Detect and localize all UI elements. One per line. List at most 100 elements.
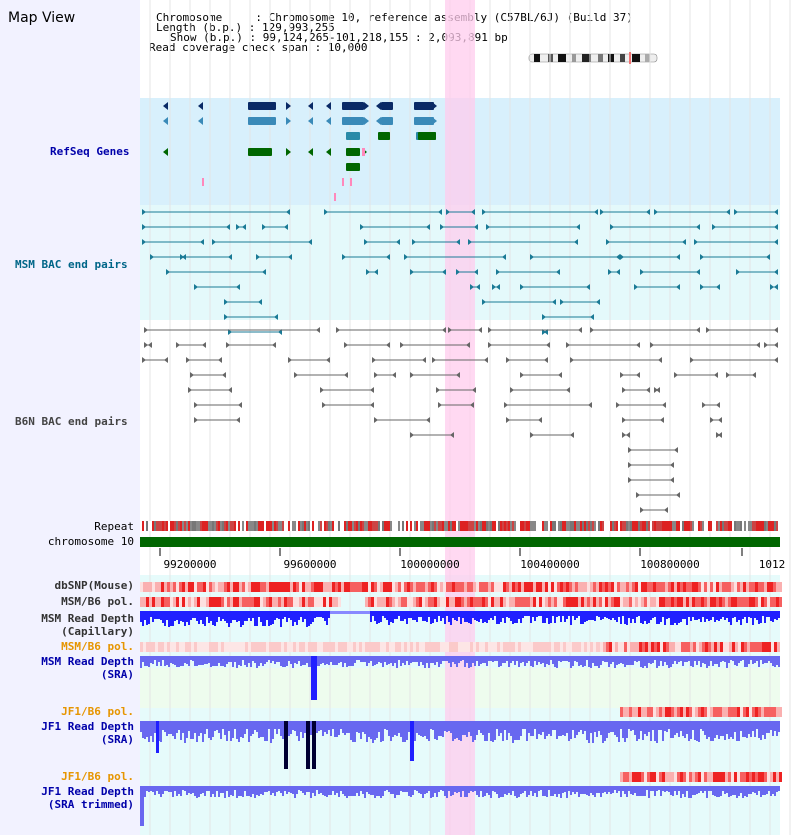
bac-end-marker[interactable] — [392, 372, 396, 378]
bac-end-marker[interactable] — [142, 357, 146, 363]
bac-end-marker[interactable] — [258, 299, 262, 305]
gene-arrow-marker[interactable] — [163, 102, 168, 110]
bac-end-marker[interactable] — [256, 254, 260, 260]
gene-arrow-marker[interactable] — [326, 102, 331, 110]
msm-bac-end-pairs-label[interactable]: MSM BAC end pairs — [15, 258, 128, 271]
bac-end-marker[interactable] — [400, 342, 404, 348]
bac-end-marker[interactable] — [288, 357, 292, 363]
bac-end-marker[interactable] — [646, 387, 650, 393]
bac-end-marker[interactable] — [696, 224, 700, 230]
bac-end-marker[interactable] — [654, 209, 658, 215]
bac-end-marker[interactable] — [448, 327, 452, 333]
bac-end-marker[interactable] — [436, 387, 440, 393]
bac-end-marker[interactable] — [496, 284, 500, 290]
bac-end-marker[interactable] — [344, 372, 348, 378]
chromosome-ideogram[interactable] — [528, 52, 660, 64]
bac-end-marker[interactable] — [590, 314, 594, 320]
bac-end-marker[interactable] — [410, 432, 414, 438]
gene-arrow-marker[interactable] — [432, 102, 437, 110]
msm-depth-capillary-label-1[interactable]: MSM Read Depth — [41, 612, 134, 625]
gene-exon-block[interactable] — [248, 148, 272, 156]
bac-end-marker[interactable] — [272, 342, 276, 348]
bac-end-marker[interactable] — [410, 269, 414, 275]
bac-end-marker[interactable] — [226, 342, 230, 348]
bac-end-marker[interactable] — [626, 432, 630, 438]
bac-end-marker[interactable] — [520, 284, 524, 290]
bac-end-marker[interactable] — [640, 507, 644, 513]
bac-end-marker[interactable] — [412, 239, 416, 245]
gene-exon-block[interactable] — [248, 117, 276, 125]
bac-end-marker[interactable] — [628, 447, 632, 453]
bac-end-marker[interactable] — [144, 327, 148, 333]
bac-end-marker[interactable] — [620, 254, 624, 260]
bac-end-marker[interactable] — [662, 402, 666, 408]
jf1-b6-pol-label[interactable]: JF1/B6 pol. — [61, 705, 134, 718]
bac-end-marker[interactable] — [180, 254, 184, 260]
bac-end-marker[interactable] — [774, 224, 778, 230]
bac-end-marker[interactable] — [446, 209, 450, 215]
bac-end-marker[interactable] — [616, 402, 620, 408]
bac-end-marker[interactable] — [734, 209, 738, 215]
bac-end-marker[interactable] — [658, 357, 662, 363]
bac-end-marker[interactable] — [422, 357, 426, 363]
depth-spike[interactable] — [284, 721, 288, 769]
bac-end-marker[interactable] — [610, 224, 614, 230]
bac-end-marker[interactable] — [566, 342, 570, 348]
bac-end-marker[interactable] — [224, 314, 228, 320]
bac-end-marker[interactable] — [628, 477, 632, 483]
gene-exon-block[interactable] — [414, 102, 434, 110]
bac-end-marker[interactable] — [478, 327, 482, 333]
gene-arrow-marker[interactable] — [198, 117, 203, 125]
bac-end-marker[interactable] — [236, 224, 240, 230]
bac-end-marker[interactable] — [716, 402, 720, 408]
bac-end-marker[interactable] — [342, 254, 346, 260]
gene-exon-block[interactable] — [346, 132, 360, 140]
bac-end-marker[interactable] — [570, 357, 574, 363]
bac-end-marker[interactable] — [364, 239, 368, 245]
bac-end-marker[interactable] — [432, 357, 436, 363]
bac-end-marker[interactable] — [344, 342, 348, 348]
bac-end-marker[interactable] — [636, 342, 640, 348]
bac-end-marker[interactable] — [142, 209, 146, 215]
depth-spike[interactable] — [156, 721, 159, 753]
bac-end-marker[interactable] — [284, 224, 288, 230]
bac-end-marker[interactable] — [756, 342, 760, 348]
bac-end-marker[interactable] — [764, 342, 768, 348]
bac-end-marker[interactable] — [574, 239, 578, 245]
bac-end-marker[interactable] — [286, 209, 290, 215]
bac-end-marker[interactable] — [236, 284, 240, 290]
bac-end-marker[interactable] — [702, 402, 706, 408]
gene-pink-mark[interactable] — [342, 178, 344, 186]
gene-arrow-marker[interactable] — [286, 117, 291, 125]
bac-end-marker[interactable] — [142, 224, 146, 230]
bac-end-marker[interactable] — [212, 239, 216, 245]
bac-end-marker[interactable] — [456, 269, 460, 275]
bac-end-marker[interactable] — [552, 299, 556, 305]
bac-end-marker[interactable] — [588, 402, 592, 408]
bac-end-marker[interactable] — [294, 372, 298, 378]
gene-arrow-marker[interactable] — [163, 148, 168, 156]
bac-end-marker[interactable] — [484, 357, 488, 363]
bac-end-marker[interactable] — [188, 387, 192, 393]
depth-spike[interactable] — [410, 721, 414, 761]
bac-end-marker[interactable] — [482, 299, 486, 305]
bac-end-marker[interactable] — [324, 209, 328, 215]
gene-exon-block[interactable] — [381, 117, 393, 125]
bac-end-marker[interactable] — [410, 372, 414, 378]
bac-end-marker[interactable] — [530, 254, 534, 260]
gene-pink-mark[interactable] — [334, 193, 336, 201]
bac-end-marker[interactable] — [262, 224, 266, 230]
bac-end-marker[interactable] — [636, 372, 640, 378]
bac-end-marker[interactable] — [676, 492, 680, 498]
bac-end-marker[interactable] — [474, 269, 478, 275]
bac-end-marker[interactable] — [608, 269, 612, 275]
bac-end-marker[interactable] — [770, 284, 774, 290]
bac-end-marker[interactable] — [538, 417, 542, 423]
bac-end-marker[interactable] — [736, 269, 740, 275]
bac-end-marker[interactable] — [442, 269, 446, 275]
jf1-b6-pol-trimmed-label[interactable]: JF1/B6 pol. — [61, 770, 134, 783]
bac-end-marker[interactable] — [558, 372, 562, 378]
gene-exon-block[interactable] — [418, 132, 436, 140]
bac-end-marker[interactable] — [476, 284, 480, 290]
